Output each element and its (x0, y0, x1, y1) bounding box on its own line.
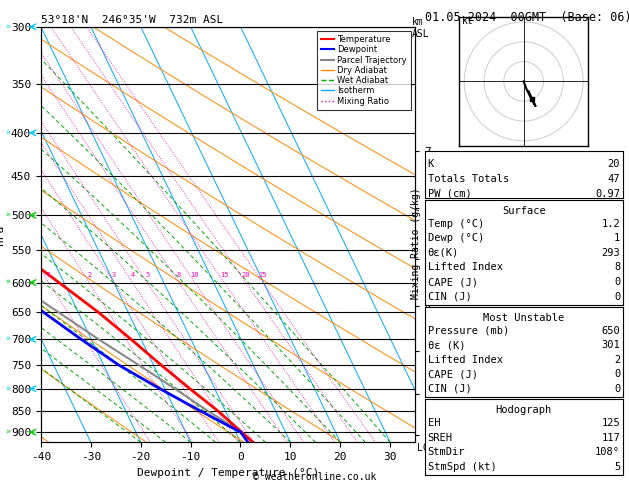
Text: 20: 20 (608, 159, 620, 170)
Y-axis label: km
ASL: km ASL (447, 224, 465, 245)
Text: 301: 301 (601, 340, 620, 350)
Text: 5: 5 (145, 272, 149, 278)
Text: Dewp (°C): Dewp (°C) (428, 233, 484, 243)
Text: »: » (6, 428, 11, 436)
Text: 1: 1 (47, 272, 51, 278)
Text: 2: 2 (614, 355, 620, 365)
Text: 0: 0 (614, 277, 620, 287)
Text: »: » (6, 22, 11, 31)
Legend: Temperature, Dewpoint, Parcel Trajectory, Dry Adiabat, Wet Adiabat, Isotherm, Mi: Temperature, Dewpoint, Parcel Trajectory… (317, 31, 411, 110)
Text: 15: 15 (220, 272, 228, 278)
X-axis label: Dewpoint / Temperature (°C): Dewpoint / Temperature (°C) (137, 468, 319, 478)
Text: 8: 8 (614, 262, 620, 273)
Text: © weatheronline.co.uk: © weatheronline.co.uk (253, 472, 376, 482)
Text: Hodograph: Hodograph (496, 405, 552, 416)
Text: 2: 2 (87, 272, 91, 278)
Text: 0: 0 (614, 369, 620, 380)
Text: »: » (6, 335, 11, 344)
Text: 108°: 108° (595, 447, 620, 457)
Text: 25: 25 (259, 272, 267, 278)
Text: km
ASL: km ASL (412, 17, 430, 38)
Text: 1: 1 (614, 233, 620, 243)
Text: Temp (°C): Temp (°C) (428, 219, 484, 229)
Text: 0: 0 (614, 292, 620, 302)
Text: θε (K): θε (K) (428, 340, 465, 350)
Text: EH: EH (428, 418, 440, 428)
Text: Most Unstable: Most Unstable (483, 313, 564, 323)
Text: 5: 5 (614, 462, 620, 472)
Text: CIN (J): CIN (J) (428, 384, 472, 394)
Text: »: » (6, 211, 11, 220)
Text: K: K (428, 159, 434, 170)
Text: Lifted Index: Lifted Index (428, 355, 503, 365)
Text: CAPE (J): CAPE (J) (428, 369, 477, 380)
Text: »: » (6, 128, 11, 138)
Text: 125: 125 (601, 418, 620, 428)
Text: Totals Totals: Totals Totals (428, 174, 509, 184)
Text: 117: 117 (601, 433, 620, 443)
Text: Lifted Index: Lifted Index (428, 262, 503, 273)
Text: 53°18'N  246°35'W  732m ASL: 53°18'N 246°35'W 732m ASL (41, 15, 223, 25)
Y-axis label: hPa: hPa (0, 225, 6, 244)
Text: 0.97: 0.97 (595, 189, 620, 199)
Text: θε(K): θε(K) (428, 248, 459, 258)
Text: 8: 8 (177, 272, 181, 278)
Text: 10: 10 (191, 272, 199, 278)
Text: SREH: SREH (428, 433, 453, 443)
Text: StmDir: StmDir (428, 447, 465, 457)
Text: Surface: Surface (502, 206, 545, 216)
Text: Pressure (mb): Pressure (mb) (428, 326, 509, 336)
Text: 650: 650 (601, 326, 620, 336)
Text: 4: 4 (130, 272, 135, 278)
Text: StmSpd (kt): StmSpd (kt) (428, 462, 496, 472)
Text: kt: kt (462, 16, 474, 26)
Text: 20: 20 (242, 272, 250, 278)
Text: 47: 47 (608, 174, 620, 184)
Text: CAPE (J): CAPE (J) (428, 277, 477, 287)
Text: 0: 0 (614, 384, 620, 394)
Text: 1.2: 1.2 (601, 219, 620, 229)
Text: Mixing Ratio (g/kg): Mixing Ratio (g/kg) (411, 187, 421, 299)
Text: LCL: LCL (417, 443, 435, 453)
Text: CIN (J): CIN (J) (428, 292, 472, 302)
Text: 293: 293 (601, 248, 620, 258)
Text: PW (cm): PW (cm) (428, 189, 472, 199)
Text: 01.05.2024  00GMT  (Base: 06): 01.05.2024 00GMT (Base: 06) (425, 11, 629, 24)
Text: 3: 3 (112, 272, 116, 278)
Text: »: » (6, 278, 11, 287)
Text: »: » (6, 384, 11, 393)
